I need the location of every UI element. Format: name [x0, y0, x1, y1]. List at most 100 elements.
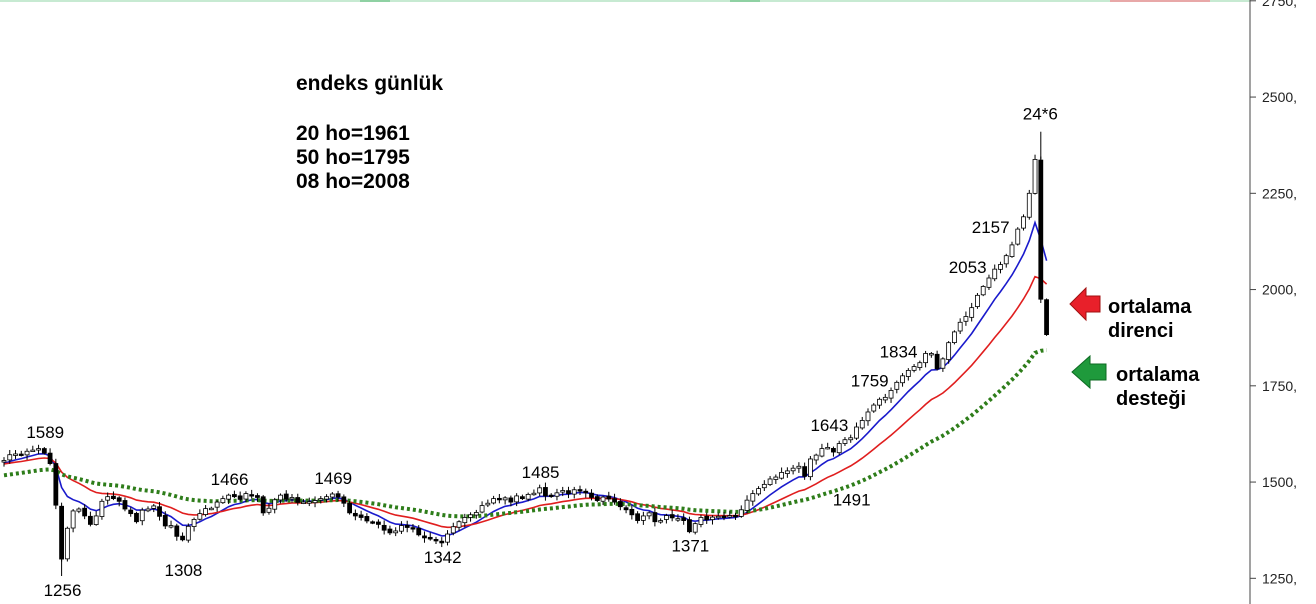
candle	[139, 507, 145, 526]
candle	[134, 511, 139, 524]
candle	[502, 496, 508, 505]
candle	[433, 536, 439, 545]
candle	[571, 486, 577, 499]
candle	[658, 518, 664, 524]
y-tick: 1750,	[1250, 378, 1297, 394]
candle	[191, 517, 197, 532]
candle	[456, 520, 462, 531]
candle	[825, 442, 831, 450]
candle	[652, 507, 658, 527]
info-box: endeks günlük 20 ho=1961 50 ho=1795 08 h…	[296, 72, 443, 193]
support-label-line2: desteği	[1116, 388, 1186, 410]
candle	[589, 489, 594, 501]
candle	[116, 496, 122, 507]
candle	[623, 505, 629, 514]
candle	[145, 506, 151, 513]
candle	[289, 494, 295, 503]
ma-line-08-ho	[3, 220, 1048, 537]
candle	[836, 440, 842, 456]
resistance-label-line1: ortalama	[1108, 296, 1192, 318]
candle	[18, 450, 24, 457]
candle	[99, 498, 105, 520]
candle	[24, 448, 30, 460]
candle	[802, 462, 808, 480]
candle	[882, 393, 888, 404]
candle	[577, 485, 583, 495]
candle	[738, 505, 744, 518]
candle	[312, 496, 318, 508]
candle	[260, 494, 266, 516]
resistance-callout: ortalama direnci	[1069, 286, 1192, 342]
candle	[364, 513, 370, 524]
candle	[831, 446, 836, 457]
candle	[675, 514, 681, 522]
candle	[969, 302, 975, 322]
candle	[445, 530, 450, 546]
candle	[842, 436, 848, 446]
candle	[41, 447, 47, 455]
candle	[7, 449, 13, 464]
candle	[698, 514, 704, 528]
candle	[548, 493, 554, 498]
candle	[612, 493, 617, 505]
candle	[744, 495, 750, 514]
candle	[813, 453, 819, 465]
candle	[485, 499, 491, 508]
candle	[606, 491, 612, 502]
candle	[266, 503, 272, 515]
candle	[963, 311, 969, 326]
candle	[214, 500, 220, 512]
price-label: 1256	[44, 581, 82, 600]
price-label: 1485	[522, 463, 560, 482]
candle	[174, 523, 180, 541]
candle	[767, 475, 773, 486]
candle	[980, 285, 986, 297]
candle	[554, 488, 560, 501]
candle	[36, 444, 41, 455]
price-label: 2053	[949, 258, 987, 277]
candle	[462, 513, 468, 528]
candle	[341, 494, 347, 508]
candle	[399, 521, 404, 534]
candle	[197, 509, 203, 521]
price-label: 24*6	[1023, 105, 1058, 124]
info-line-20: 20 ho=1961	[296, 122, 410, 145]
candle	[646, 511, 652, 520]
candle	[381, 520, 387, 535]
ma-line-20-ho	[3, 275, 1048, 529]
candle	[917, 360, 923, 371]
candle	[704, 512, 710, 524]
candle	[560, 486, 566, 497]
candle	[848, 434, 854, 443]
price-label: 1759	[851, 371, 889, 390]
price-label: 1371	[671, 537, 709, 556]
candle	[243, 491, 249, 503]
candle	[231, 490, 237, 499]
y-tick: 2500,	[1250, 89, 1297, 105]
candle	[871, 403, 877, 413]
candle	[905, 368, 911, 381]
candle	[53, 458, 59, 510]
candle	[450, 522, 456, 536]
candle	[784, 467, 790, 478]
candle	[934, 350, 940, 371]
candle	[761, 480, 767, 491]
candle	[422, 531, 427, 543]
candle	[1032, 154, 1038, 195]
candle	[393, 527, 399, 537]
candle	[1021, 214, 1026, 231]
candle	[70, 509, 76, 533]
candle	[208, 506, 214, 511]
candle	[952, 330, 957, 345]
y-tick-label: 1750,	[1262, 378, 1297, 394]
candle	[715, 512, 721, 520]
candle	[47, 448, 53, 466]
candle	[790, 464, 796, 475]
candle	[710, 515, 715, 525]
candle	[93, 511, 99, 526]
candle	[865, 408, 871, 426]
moving-averages	[3, 220, 1048, 537]
candle	[185, 523, 191, 543]
candle	[318, 496, 324, 504]
